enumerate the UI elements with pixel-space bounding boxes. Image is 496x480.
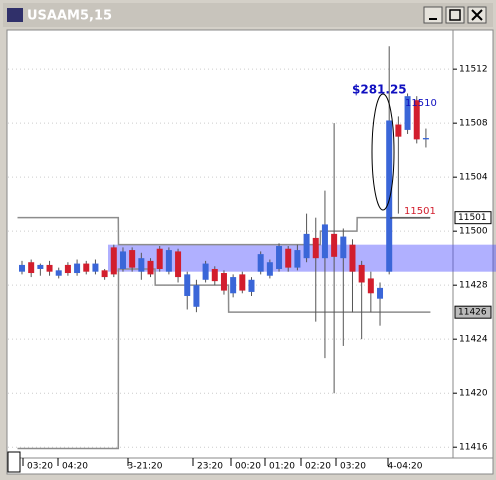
candle-body [156, 248, 163, 269]
candle-body [55, 270, 62, 276]
candle-body [349, 244, 356, 272]
scroll-box[interactable] [7, 451, 21, 473]
candle-body [266, 262, 273, 276]
candle-body [202, 263, 209, 280]
price-marker [454, 211, 492, 225]
high-label: 11510 [405, 98, 437, 109]
x-tick-label: 04:20 [62, 462, 88, 472]
minimize-button[interactable] [423, 6, 443, 24]
candle-body [367, 278, 374, 294]
y-tick-label: 11424 [459, 335, 488, 345]
y-tick-label: 11504 [459, 173, 488, 183]
price-marker-label: 11501 [458, 213, 487, 223]
candle-body [101, 270, 108, 278]
y-tick-label: 11428 [459, 281, 488, 291]
candle-body [276, 246, 283, 269]
candle-body [257, 254, 264, 272]
candle-body [119, 251, 126, 269]
y-tick-label: 11508 [459, 119, 488, 129]
y-tick-label: 11512 [459, 65, 488, 75]
highlight-band [108, 244, 496, 272]
title-bar [3, 3, 493, 27]
candle-body [175, 251, 182, 278]
candle-body [74, 263, 81, 274]
trade-ellipse [371, 93, 395, 211]
x-tick-label: 03:20 [27, 462, 53, 472]
candle-body [386, 120, 393, 272]
candle-body [230, 277, 237, 294]
x-tick-label: 00:20 [235, 462, 261, 472]
close-icon [471, 9, 483, 21]
x-tick-label: 03:20 [340, 462, 366, 472]
price-marker [454, 305, 492, 319]
x-tick-label: 3-21:20 [128, 462, 163, 472]
candle-body [211, 268, 218, 282]
candle-body [165, 250, 172, 272]
candle-body [239, 274, 246, 291]
maximize-icon [449, 9, 461, 21]
window-buttons[interactable] [423, 6, 487, 24]
y-tick-label: 11500 [459, 227, 488, 237]
candle-body [184, 274, 191, 296]
candle-body [110, 247, 117, 275]
candle-body [294, 250, 301, 268]
candle-body [37, 264, 44, 269]
candle-body [422, 138, 429, 140]
candle-body [220, 273, 227, 291]
price-axis [452, 29, 494, 459]
candle-body [285, 248, 292, 268]
candle-body [129, 250, 136, 268]
candle-body [64, 264, 71, 274]
x-tick-label: 4-04:20 [388, 462, 423, 472]
candle-body [92, 263, 99, 272]
candle-body [377, 287, 384, 299]
candle-body [19, 264, 25, 272]
candle-body [248, 279, 255, 292]
candle-body [312, 237, 319, 259]
x-tick-label: 01:20 [269, 462, 295, 472]
channel-line [17, 216, 431, 246]
x-tick-label: 23:20 [197, 462, 223, 472]
entry-label: 11501 [404, 206, 436, 217]
candle-body [395, 124, 402, 137]
candle-body [193, 285, 200, 307]
candle-body [138, 258, 145, 272]
candle-body [303, 233, 310, 259]
candle-body [147, 260, 154, 275]
price-marker-label: 11426 [458, 308, 487, 318]
window-title: USAAM5,15 [27, 9, 112, 24]
candle-body [413, 100, 420, 140]
candle-body [404, 96, 411, 130]
y-tick-label: 11420 [459, 389, 488, 399]
candle-body [331, 233, 338, 257]
candle-body [358, 264, 365, 283]
candle-body [340, 236, 347, 259]
y-tick-label: 11416 [459, 443, 488, 453]
candle-body [83, 263, 90, 272]
app-icon [7, 8, 23, 22]
candle-body [46, 264, 53, 272]
candle-body [321, 224, 328, 259]
candle-body [28, 262, 35, 274]
x-tick-label: 02:20 [305, 462, 331, 472]
profit-label: $281.25 [352, 83, 407, 97]
